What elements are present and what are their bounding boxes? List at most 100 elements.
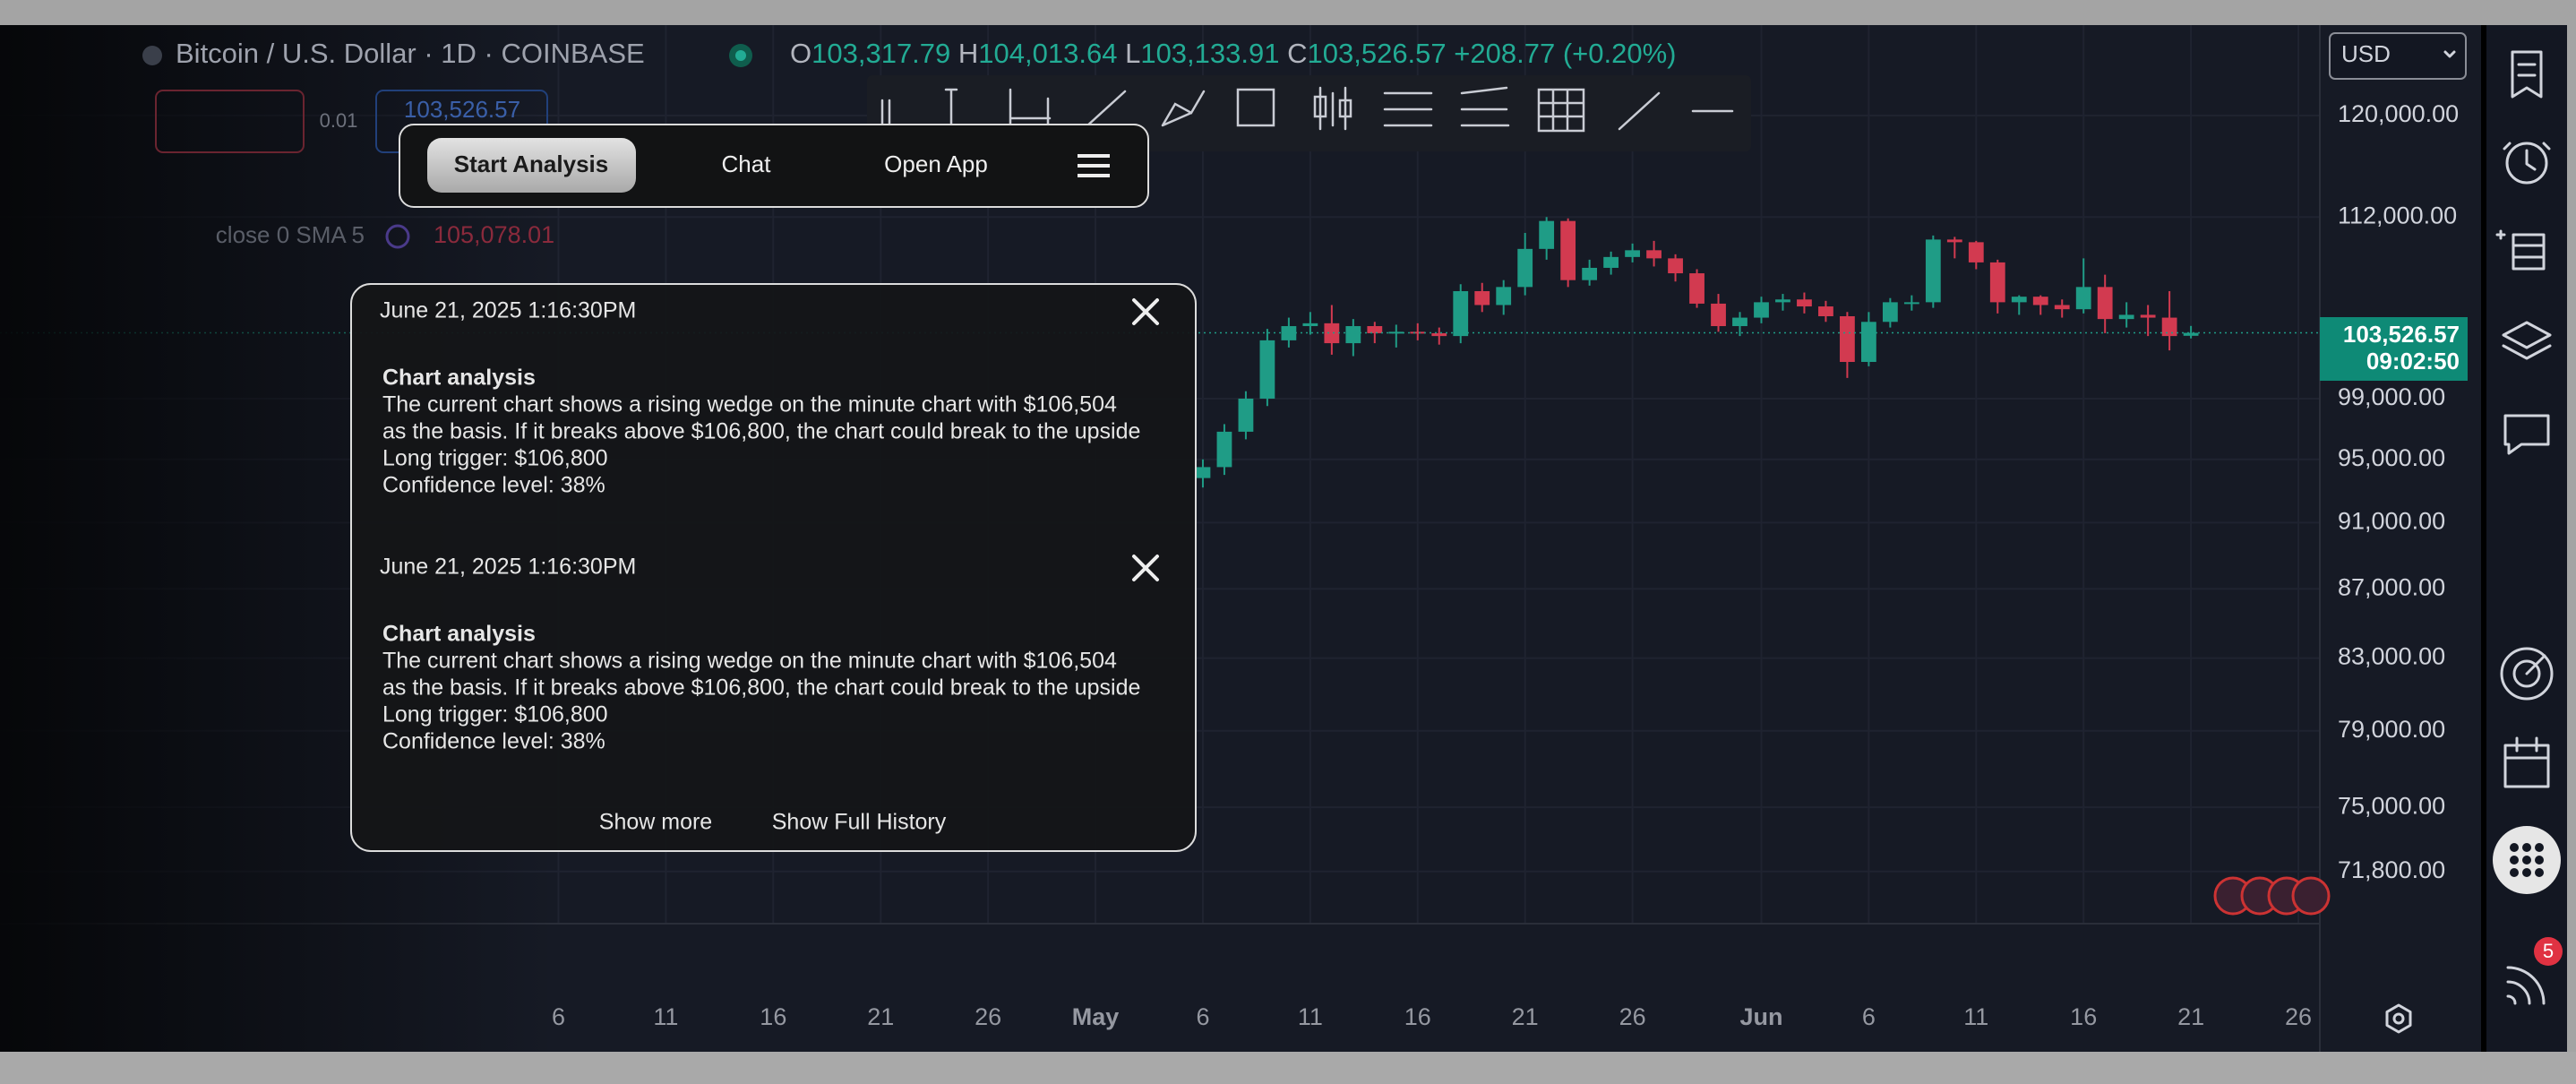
y-tick-label: 83,000.00: [2338, 643, 2445, 670]
candle-body: [1625, 250, 1640, 257]
close-button[interactable]: [1132, 555, 1159, 581]
candle-body: [1474, 290, 1490, 305]
show-history-link[interactable]: Show Full History: [772, 810, 947, 835]
candle-body: [1840, 315, 1855, 362]
entry-line: as the basis. If it breaks above $106,80…: [382, 675, 1140, 701]
menu-button[interactable]: [1078, 154, 1110, 177]
x-tick-label: 16: [1404, 1003, 1431, 1030]
candle-body: [1324, 323, 1340, 344]
show-more-link[interactable]: Show more: [599, 810, 712, 835]
tool-icon[interactable]: [1084, 90, 1127, 129]
candle-body: [1195, 467, 1211, 478]
candle-body: [2118, 314, 2134, 320]
indicator-label: close 0 SMA 5: [216, 221, 365, 248]
ohlc-value: 103,317.79: [811, 38, 950, 69]
candle-body: [1345, 326, 1361, 344]
tool-icon[interactable]: [1236, 88, 1275, 127]
candle-body: [1238, 398, 1254, 432]
candle-body: [2075, 287, 2091, 310]
chat-icon[interactable]: [2503, 414, 2550, 455]
candle-body: [1689, 273, 1704, 304]
candle-body: [1732, 317, 1747, 327]
candle-body: [1517, 248, 1533, 288]
candle-body: [1216, 431, 1232, 468]
y-tick-label: 99,000.00: [2338, 383, 2445, 410]
candle-body: [1968, 242, 1984, 262]
entry-line: The current chart shows a rising wedge o…: [382, 392, 1117, 417]
candle-body: [1989, 262, 2005, 303]
y-tick-label: 87,000.00: [2338, 573, 2445, 600]
currency-select[interactable]: [2329, 32, 2467, 80]
chat-button[interactable]: Chat: [722, 151, 772, 177]
candle-body: [2011, 297, 2027, 303]
y-tick-label: 120,000.00: [2338, 100, 2459, 127]
market-status-dot: [735, 50, 746, 61]
x-tick-label: 16: [2070, 1003, 2097, 1030]
feed-icon[interactable]: [2506, 966, 2546, 1005]
x-tick-label: 21: [2177, 1003, 2204, 1030]
x-tick-label: Jun: [1739, 1003, 1782, 1030]
settings-dot: [2392, 1012, 2405, 1025]
x-tick-label: 26: [975, 1003, 1001, 1030]
sidebar: [2484, 25, 2567, 1052]
hotlist-icon[interactable]: [2500, 647, 2554, 701]
symbol-title: Bitcoin / U.S. Dollar · 1D · COINBASE: [176, 38, 645, 69]
entry-line: Confidence level: 38%: [382, 729, 605, 754]
calendar-icon[interactable]: [2503, 736, 2550, 788]
settings-button[interactable]: [2385, 1003, 2412, 1034]
notes-icon[interactable]: [2495, 229, 2546, 271]
entry-line: Confidence level: 38%: [382, 473, 605, 498]
ohlc-value: 103,133.91: [1140, 38, 1279, 69]
y-tick-label: 91,000.00: [2338, 508, 2445, 535]
candle-body: [1259, 340, 1275, 399]
buy-price: 103,526.57: [404, 96, 520, 123]
price-tag-countdown: 09:02:50: [2366, 348, 2460, 374]
open-app-button[interactable]: Open App: [884, 151, 988, 177]
entry-title: Chart analysis: [382, 622, 536, 647]
currency: USD: [2341, 40, 2391, 67]
tool-icon[interactable]: [1618, 91, 1661, 131]
analysis-panel: [350, 283, 1197, 852]
entry-date: June 21, 2025 1:16:30PM: [380, 555, 636, 580]
x-tick-label: 6: [1196, 1003, 1209, 1030]
candle-body: [1946, 239, 1962, 243]
tool-icon[interactable]: [1383, 91, 1433, 127]
x-tick-label: 11: [653, 1003, 678, 1030]
candle-body: [2183, 332, 2199, 336]
drag-handle: [880, 99, 891, 129]
tool-icon[interactable]: [1313, 86, 1352, 131]
candles: [0, 217, 2320, 488]
ohlc-key: C: [1287, 38, 1307, 69]
candle-body: [1646, 250, 1662, 259]
watchlist-icon[interactable]: [2511, 50, 2543, 99]
entry-line: The current chart shows a rising wedge o…: [382, 649, 1117, 674]
alerts-icon[interactable]: [2505, 142, 2548, 185]
alerts-hands: [2503, 142, 2551, 171]
tool-icon[interactable]: [1460, 86, 1510, 127]
sidebar-icons: 5: [2493, 50, 2563, 1005]
candle-body: [1603, 256, 1619, 268]
x-tick-label: May: [1072, 1003, 1120, 1030]
candle-body: [1818, 306, 1833, 316]
candle-body: [1388, 331, 1404, 334]
symbol-icon: [142, 46, 162, 65]
y-tick-label: 75,000.00: [2338, 792, 2445, 819]
candle-body: [1431, 332, 1447, 337]
start-analysis-button[interactable]: [427, 138, 636, 193]
entry-line: Long trigger: $106,800: [382, 702, 608, 727]
hotlist-ring: [2512, 659, 2541, 688]
y-tick-label: 79,000.00: [2338, 716, 2445, 743]
tool-icon[interactable]: [1537, 88, 1585, 133]
ohlc-value: 104,013.64: [978, 38, 1117, 69]
flag[interactable]: [2291, 876, 2331, 916]
layers-icon[interactable]: [2502, 321, 2552, 360]
candle-body: [2054, 305, 2070, 310]
event-flags: [2213, 876, 2331, 916]
spread: 0.01: [320, 109, 358, 132]
tool-icon[interactable]: [1161, 90, 1206, 127]
sell-button[interactable]: [155, 90, 305, 153]
ohlc-key: H: [958, 38, 978, 69]
close-button[interactable]: [1132, 298, 1159, 325]
candle-body: [1860, 322, 1876, 362]
